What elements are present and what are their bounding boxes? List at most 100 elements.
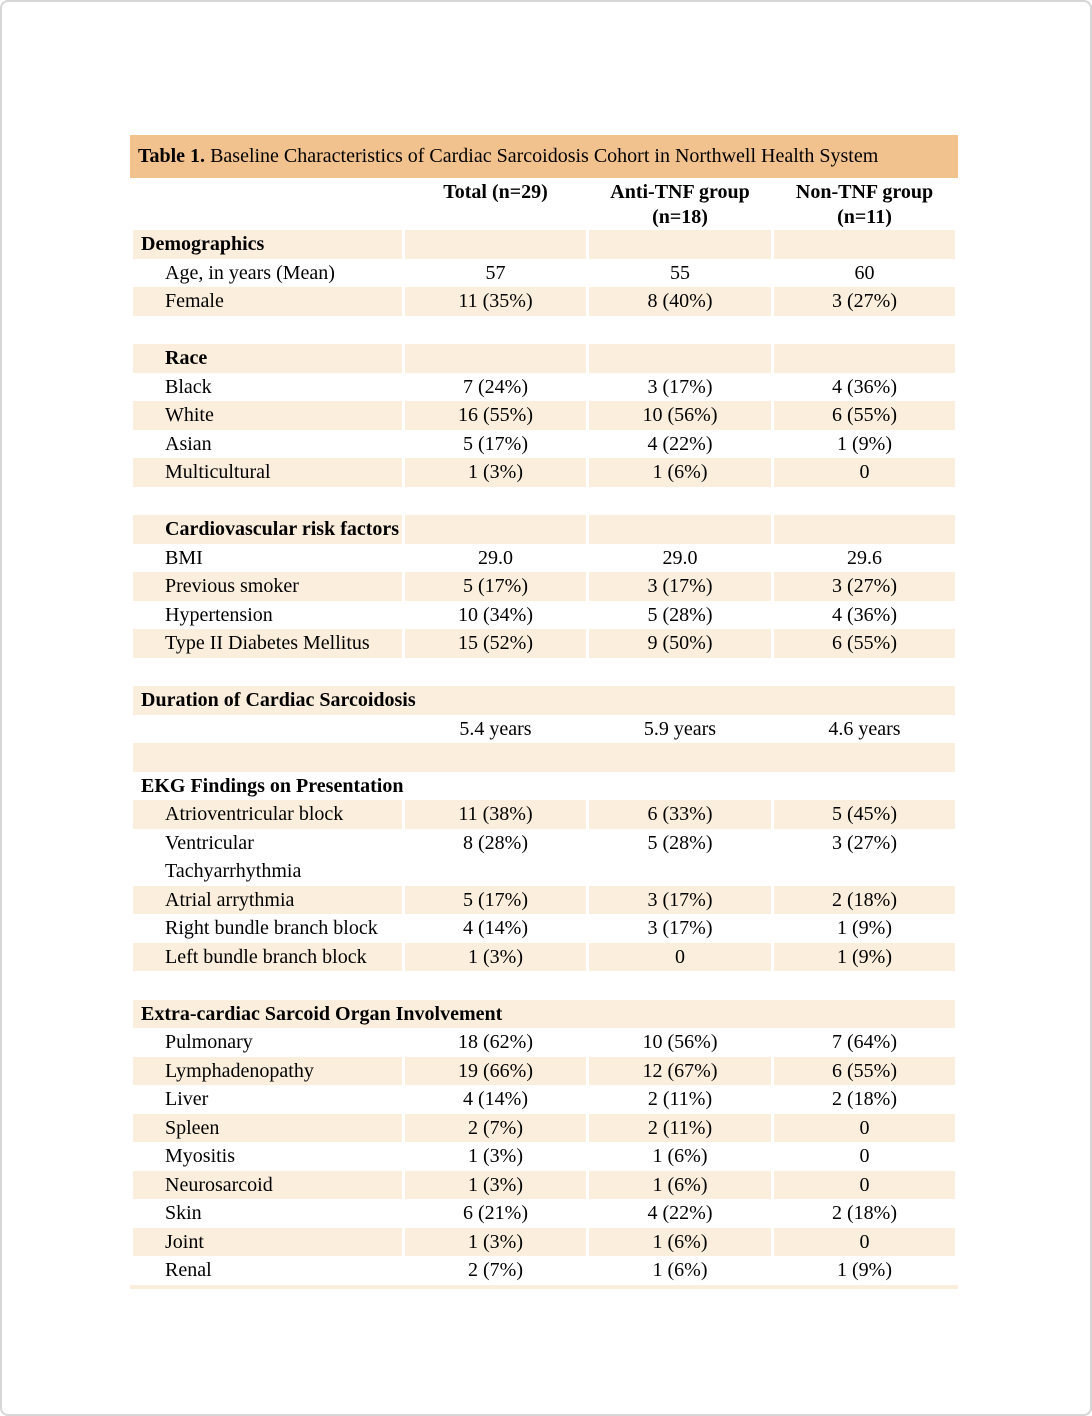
- cell-value-col1: 4 (14%): [405, 1085, 586, 1114]
- table-row-data: Lymphadenopathy 19 (66%) 12 (67%) 6 (55%): [133, 1056, 955, 1085]
- row-label: Hypertension: [133, 600, 402, 629]
- cell-value-col3: 1 (9%): [774, 1256, 955, 1285]
- row-label: Female: [133, 287, 402, 316]
- cell-value-col3: 4 (36%): [774, 372, 955, 401]
- cell-value-col2: 5.9 years: [589, 714, 771, 743]
- table-row-data: Asian 5 (17%) 4 (22%) 1 (9%): [133, 429, 955, 458]
- row-label: Joint: [133, 1227, 402, 1256]
- table-row-section-merged: Extra-cardiac Sarcoid Organ Involvement: [133, 999, 955, 1028]
- cell-value-col1: 15 (52%): [405, 629, 586, 658]
- row-label: [133, 714, 402, 743]
- table-row-data: Atrial arrythmia 5 (17%) 3 (17%) 2 (18%): [133, 885, 955, 914]
- blank-cell: [133, 315, 955, 344]
- column-header-empty: [133, 178, 402, 230]
- cell-value-col2: 0: [589, 942, 771, 971]
- cell-value-col3: 6 (55%): [774, 1056, 955, 1085]
- cell-value-col2: 8 (40%): [589, 287, 771, 316]
- row-label: White: [133, 401, 402, 430]
- cell-value-col1: 57: [405, 258, 586, 287]
- table-row-blank: [133, 315, 955, 344]
- cell-value-col1: 1 (3%): [405, 1227, 586, 1256]
- cell-value-col2: 5 (28%): [589, 828, 771, 886]
- row-label: Cardiovascular risk factors: [133, 515, 402, 544]
- cell-value-col1: 1 (3%): [405, 1170, 586, 1199]
- cell-value-col1: 18 (62%): [405, 1028, 586, 1057]
- cell-value-col1: 16 (55%): [405, 401, 586, 430]
- cell-value-col2: 4 (22%): [589, 429, 771, 458]
- cell-value-col3: 29.6: [774, 543, 955, 572]
- row-label: Myositis: [133, 1142, 402, 1171]
- cell-value-col1: 7 (24%): [405, 372, 586, 401]
- cell-value-col3: 1 (9%): [774, 942, 955, 971]
- baseline-characteristics-table: Table 1. Baseline Characteristics of Car…: [130, 135, 958, 1289]
- cell-value-col1: 29.0: [405, 543, 586, 572]
- cell-value-col2: 5 (28%): [589, 600, 771, 629]
- cell-value-col3: 4.6 years: [774, 714, 955, 743]
- cell-value-col3: 0: [774, 1113, 955, 1142]
- row-label: Left bundle branch block: [133, 942, 402, 971]
- table-row-data: Ventricular Tachyarrhythmia 8 (28%) 5 (28%…: [133, 828, 955, 886]
- cell-value-col3: 0: [774, 1170, 955, 1199]
- row-label: Skin: [133, 1199, 402, 1228]
- cell-value-col1: 19 (66%): [405, 1056, 586, 1085]
- cell-value-col3: 3 (27%): [774, 828, 955, 886]
- cell-value-col3: 0: [774, 1142, 955, 1171]
- cell-value-col1: [405, 344, 586, 373]
- row-label: Pulmonary: [133, 1028, 402, 1057]
- cell-value-col2: 10 (56%): [589, 401, 771, 430]
- cell-value-col3: 0: [774, 458, 955, 487]
- cell-value-col2: 1 (6%): [589, 1256, 771, 1285]
- cell-value-col3: [774, 515, 955, 544]
- table-row-data: White 16 (55%) 10 (56%) 6 (55%): [133, 401, 955, 430]
- row-label: Liver: [133, 1085, 402, 1114]
- cell-value-col2: 55: [589, 258, 771, 287]
- column-header-non-tnf: Non-TNF group (n=11): [774, 178, 955, 230]
- cell-value-col2: 3 (17%): [589, 572, 771, 601]
- cell-value-col1: 1 (3%): [405, 1142, 586, 1171]
- cell-value-col3: 3 (27%): [774, 287, 955, 316]
- table-row-data: Spleen 2 (7%) 2 (11%) 0: [133, 1113, 955, 1142]
- table-row-data: Multicultural 1 (3%) 1 (6%) 0: [133, 458, 955, 487]
- column-header-total: Total (n=29): [405, 178, 586, 230]
- cell-value-col2: 29.0: [589, 543, 771, 572]
- table-row-data: Renal 2 (7%) 1 (6%) 1 (9%): [133, 1256, 955, 1285]
- cell-value-col2: 10 (56%): [589, 1028, 771, 1057]
- cell-value-col2: 1 (6%): [589, 1227, 771, 1256]
- row-label: Race: [133, 344, 402, 373]
- cell-value-col2: 4 (22%): [589, 1199, 771, 1228]
- cell-value-col2: 3 (17%): [589, 914, 771, 943]
- cell-value-col1: 8 (28%): [405, 828, 586, 886]
- table-header: Total (n=29) Anti-TNF group (n=18) Non-T…: [133, 178, 955, 230]
- cell-value-col3: 60: [774, 258, 955, 287]
- row-label: Right bundle branch block: [133, 914, 402, 943]
- cell-value-col1: 11 (38%): [405, 800, 586, 829]
- table-row-data: Left bundle branch block 1 (3%) 0 1 (9%): [133, 942, 955, 971]
- cell-value-col3: 7 (64%): [774, 1028, 955, 1057]
- table-row-subsection: Cardiovascular risk factors: [133, 515, 955, 544]
- row-label: Renal: [133, 1256, 402, 1285]
- cell-value-col3: 0: [774, 1227, 955, 1256]
- row-label: Lymphadenopathy: [133, 1056, 402, 1085]
- cell-value-col3: 5 (45%): [774, 800, 955, 829]
- table-row-data: Pulmonary 18 (62%) 10 (56%) 7 (64%): [133, 1028, 955, 1057]
- cell-value-col2: 2 (11%): [589, 1085, 771, 1114]
- row-label: Neurosarcoid: [133, 1170, 402, 1199]
- cell-value-col1: 1 (3%): [405, 942, 586, 971]
- column-header-anti-tnf: Anti-TNF group (n=18): [589, 178, 771, 230]
- table-row-data: Neurosarcoid 1 (3%) 1 (6%) 0: [133, 1170, 955, 1199]
- section-header-label: EKG Findings on Presentation: [133, 771, 955, 800]
- cell-value-col3: 2 (18%): [774, 1199, 955, 1228]
- blank-cell: [133, 657, 955, 686]
- blank-cell: [133, 971, 955, 1000]
- cell-value-col1: 6 (21%): [405, 1199, 586, 1228]
- cell-value-col2: 9 (50%): [589, 629, 771, 658]
- cell-value-col1: 10 (34%): [405, 600, 586, 629]
- row-label: Demographics: [133, 230, 402, 259]
- blank-cell: [133, 486, 955, 515]
- row-label: Atrioventricular block: [133, 800, 402, 829]
- cell-value-col1: [405, 515, 586, 544]
- cell-value-col3: 6 (55%): [774, 401, 955, 430]
- row-label: Asian: [133, 429, 402, 458]
- table-row-data: Previous smoker 5 (17%) 3 (17%) 3 (27%): [133, 572, 955, 601]
- cell-value-col2: [589, 515, 771, 544]
